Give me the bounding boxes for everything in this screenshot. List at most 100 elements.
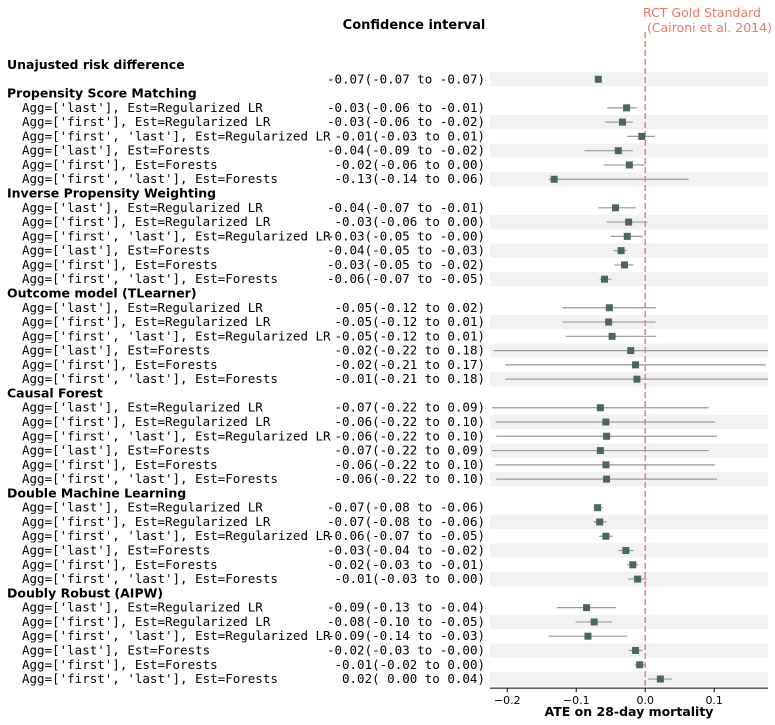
- estimate-marker: [622, 547, 630, 555]
- ci-text: -0.06(-0.22 to 0.10): [334, 414, 485, 429]
- row-label: Agg=['first'], Est=Regularized LR: [22, 314, 271, 329]
- row-label: Agg=['first', 'last'], Est=Regularized L…: [22, 428, 331, 443]
- row-label: Agg=['first', 'last'], Est=Regularized L…: [22, 528, 331, 543]
- row-label: Agg=['first', 'last'], Est=Regularized L…: [22, 628, 331, 643]
- row-label: Agg=['last'], Est=Regularized LR: [22, 400, 263, 415]
- ci-text: -0.03(-0.05 to -0.02): [327, 257, 485, 272]
- ci-text: -0.08(-0.10 to -0.05): [327, 614, 485, 629]
- row-label: Agg=['first'], Est=Regularized LR: [22, 614, 271, 629]
- row-label: Agg=['last'], Est=Forests: [22, 243, 210, 258]
- row-label: Agg=['first'], Est=Regularized LR: [22, 414, 271, 429]
- estimate-marker: [594, 75, 602, 83]
- estimate-marker: [550, 175, 558, 183]
- row-label: Agg=['last'], Est=Forests: [22, 143, 210, 158]
- x-axis-label: ATE on 28-day mortality: [545, 704, 714, 719]
- group-title: Doubly Robust (AIPW): [7, 585, 163, 600]
- estimate-marker: [618, 118, 626, 126]
- row-stripe: [490, 514, 768, 530]
- ci-text: -0.01(-0.03 to 0.00): [334, 571, 485, 586]
- estimate-marker: [627, 347, 635, 355]
- ci-text: -0.13(-0.14 to 0.06): [334, 171, 485, 186]
- group-title: Inverse Propensity Weighting: [7, 186, 216, 201]
- estimate-marker: [601, 275, 609, 283]
- row-label: Agg=['first'], Est=Regularized LR: [22, 114, 271, 129]
- row-label: Agg=['first'], Est=Forests: [22, 557, 218, 572]
- row-label: Agg=['first'], Est=Regularized LR: [22, 514, 271, 529]
- estimate-marker: [584, 632, 592, 640]
- row-label: Agg=['last'], Est=Regularized LR: [22, 300, 263, 315]
- ci-text: -0.06(-0.22 to 0.10): [334, 428, 485, 443]
- x-tick-label: −0.2: [494, 694, 521, 707]
- estimate-marker: [623, 104, 631, 112]
- estimate-marker: [625, 218, 633, 226]
- group-title: Propensity Score Matching: [7, 86, 197, 101]
- estimate-marker: [602, 461, 610, 469]
- ci-text: -0.01(-0.02 to 0.00): [334, 657, 485, 672]
- estimate-marker: [605, 318, 613, 326]
- ci-text: -0.06(-0.07 to -0.05): [327, 528, 485, 543]
- row-label: Agg=['first'], Est=Forests: [22, 157, 218, 172]
- ci-whiskers: [492, 107, 768, 680]
- group-title: Outcome model (TLearner): [7, 285, 197, 300]
- ci-text: -0.07(-0.08 to -0.06): [327, 500, 485, 515]
- x-tick-label: 0.1: [705, 694, 723, 707]
- ci-text: -0.07(-0.08 to -0.06): [327, 514, 485, 529]
- ci-text: -0.07(-0.07 to -0.07): [327, 71, 485, 86]
- estimate-marker: [605, 304, 613, 312]
- row-stripe: [490, 272, 768, 287]
- estimate-marker: [629, 561, 637, 569]
- group-title: Causal Forest: [7, 385, 103, 400]
- row-stripe: [490, 614, 768, 630]
- estimate-marker: [633, 375, 641, 383]
- ci-text: -0.03(-0.06 to 0.00): [334, 214, 485, 229]
- ci-text: -0.02(-0.21 to 0.17): [334, 357, 485, 372]
- estimate-marker: [638, 132, 646, 140]
- estimate-marker: [590, 618, 598, 626]
- row-label: Agg=['first', 'last'], Est=Forests: [22, 271, 278, 286]
- ci-text: -0.06(-0.22 to 0.10): [334, 471, 485, 486]
- row-label: Agg=['last'], Est=Regularized LR: [22, 200, 263, 215]
- row-label: Agg=['last'], Est=Forests: [22, 543, 210, 558]
- ci-text: -0.06(-0.22 to 0.10): [334, 457, 485, 472]
- ci-text: 0.02( 0.00 to 0.04): [342, 671, 485, 686]
- row-stripe: [490, 671, 768, 687]
- x-tick-label: −0.1: [563, 694, 590, 707]
- reference-label-line2: (Caironi et al. 2014): [647, 20, 772, 35]
- estimate-marker: [632, 361, 640, 369]
- reference-label-line1: RCT Gold Standard: [643, 5, 761, 20]
- ci-text: -0.07(-0.22 to 0.09): [334, 443, 485, 458]
- row-label: Agg=['first'], Est=Forests: [22, 457, 218, 472]
- estimate-marker: [603, 475, 611, 483]
- ci-text: -0.01(-0.03 to 0.01): [334, 128, 485, 143]
- row-label: Agg=['first', 'last'], Est=Forests: [22, 671, 278, 686]
- estimate-marker: [608, 332, 616, 340]
- ci-text: -0.03(-0.05 to -0.00): [327, 228, 485, 243]
- row-label: Agg=['last'], Est=Forests: [22, 343, 210, 358]
- row-label: Agg=['first', 'last'], Est=Regularized L…: [22, 228, 331, 243]
- ci-text: -0.05(-0.12 to 0.01): [334, 328, 485, 343]
- ci-text: -0.04(-0.09 to -0.02): [327, 143, 485, 158]
- row-label: Agg=['last'], Est=Regularized LR: [22, 500, 263, 515]
- estimate-marker: [634, 575, 642, 583]
- row-label: Agg=['first', 'last'], Est=Forests: [22, 571, 278, 586]
- row-stripe: [490, 243, 768, 258]
- estimate-marker: [594, 504, 602, 512]
- ci-text: -0.01(-0.21 to 0.18): [334, 371, 485, 386]
- estimate-marker: [614, 147, 622, 155]
- estimate-marker: [583, 604, 591, 612]
- x-axis: −0.2 −0.1 0.0 0.1: [490, 687, 768, 707]
- estimate-marker: [636, 661, 644, 669]
- ci-text: -0.04(-0.07 to -0.01): [327, 200, 485, 215]
- estimate-marker: [603, 432, 611, 440]
- x-tick-label: 0.0: [636, 694, 654, 707]
- row-label: Agg=['first'], Est=Forests: [22, 357, 218, 372]
- row-label: Agg=['first', 'last'], Est=Forests: [22, 371, 278, 386]
- estimate-marker: [625, 161, 633, 169]
- ci-text: -0.03(-0.04 to -0.02): [327, 543, 485, 558]
- row-label: Agg=['last'], Est=Forests: [22, 443, 210, 458]
- row-label: Agg=['first'], Est=Regularized LR: [22, 214, 271, 229]
- estimate-markers: [550, 75, 664, 683]
- estimate-marker: [623, 232, 631, 240]
